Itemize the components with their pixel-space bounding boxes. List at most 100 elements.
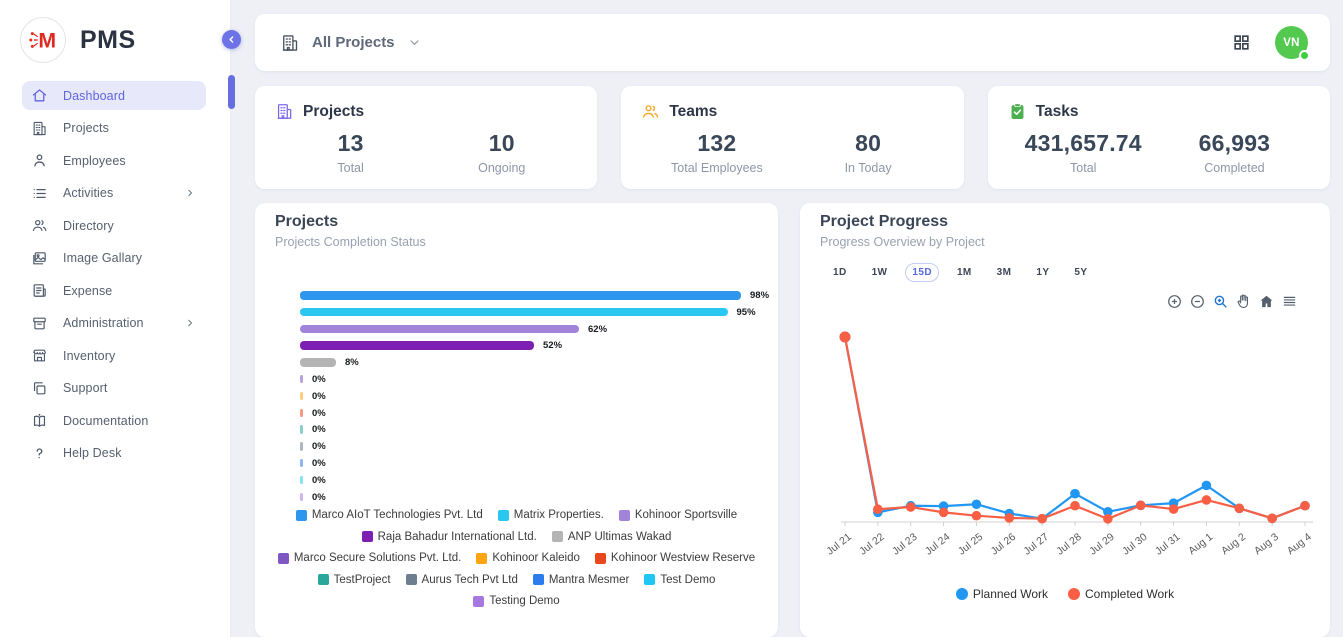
sidebar-item-inventory[interactable]: Inventory (22, 341, 206, 370)
apps-grid-button[interactable] (1232, 33, 1251, 52)
stat-metric-total: 13 Total (275, 130, 426, 175)
data-point (1234, 503, 1245, 514)
legend-item-anp-ultimas-wakad[interactable]: ANP Ultimas Wakad (551, 531, 671, 543)
sidebar-item-projects[interactable]: Projects (22, 114, 206, 143)
metric-label: Total Employees (671, 161, 763, 175)
bar-row: 0% (300, 405, 776, 422)
legend-label: Mantra Mesmer (548, 573, 630, 586)
legend-item-testing-demo[interactable]: Testing Demo (473, 595, 560, 607)
legend-label: Testing Demo (489, 595, 560, 607)
zoom-out-icon[interactable] (1189, 293, 1206, 310)
bar-raja-bahadur-international-ltd[interactable] (300, 341, 534, 350)
bar-testproject[interactable] (300, 425, 303, 434)
legend-item-marco-aiot-technologies-pvt-ltd[interactable]: Marco AIoT Technologies Pvt. Ltd (295, 509, 483, 521)
legend-item-aurus-tech-pvt-ltd[interactable]: Aurus Tech Pvt Ltd (405, 574, 518, 586)
range-tab-1m[interactable]: 1M (950, 263, 979, 282)
bar-row: 0% (300, 489, 776, 506)
range-tab-1w[interactable]: 1W (865, 263, 895, 282)
bar-row: 0% (300, 421, 776, 438)
app-logo: M PMS (0, 0, 230, 77)
menu-icon[interactable] (1281, 293, 1298, 310)
user-avatar[interactable]: VN (1275, 26, 1310, 61)
charts-row: Projects Projects Completion Status 98% 9… (255, 203, 1330, 637)
bar-test-demo[interactable] (300, 475, 303, 485)
sidebar-item-documentation[interactable]: Documentation (22, 406, 206, 435)
zoom-select-icon[interactable] (1212, 293, 1229, 310)
main-content: All Projects VN Projects 13 Total 10 Ongoing… (255, 0, 1330, 637)
bar-value-label: 0% (312, 390, 326, 402)
bar-matrix-properties[interactable] (300, 307, 728, 317)
sidebar-item-administration[interactable]: Administration (22, 309, 206, 338)
range-tab-15d[interactable]: 15D (905, 263, 939, 282)
sidebar-item-directory[interactable]: Directory (22, 211, 206, 240)
legend-item-completed-work[interactable]: Completed Work (1068, 587, 1174, 601)
sidebar-item-employees[interactable]: Employees (22, 146, 206, 175)
sidebar-item-label: Directory (63, 218, 114, 233)
metric-label: Total (1070, 161, 1097, 175)
x-axis-label: Jul 22 (857, 531, 887, 558)
range-tab-1d[interactable]: 1D (826, 263, 854, 282)
bar-kohinoor-kaleido[interactable] (300, 391, 303, 401)
sidebar-item-activities[interactable]: Activities (22, 179, 206, 208)
range-tab-1y[interactable]: 1Y (1029, 263, 1056, 282)
bar-marco-aiot-technologies-pvt-ltd[interactable] (300, 291, 741, 300)
topbar-actions: VN (1232, 26, 1310, 61)
legend-item-kohinoor-kaleido[interactable]: Kohinoor Kaleido (476, 552, 580, 564)
legend-item-kohinoor-westview-reserve[interactable]: Kohinoor Westview Reserve (594, 552, 755, 564)
bar-row: 0% (300, 371, 776, 388)
metric-value: 66,993 (1198, 130, 1271, 156)
legend-item-mantra-mesmer[interactable]: Mantra Mesmer (532, 573, 630, 586)
stat-card-header: Teams (641, 102, 943, 121)
stat-metric-completed: 66,993 Completed (1159, 130, 1310, 175)
archive-icon (31, 315, 48, 332)
stat-card-teams: Teams 132 Total Employees 80 In Today (621, 86, 964, 189)
legend-item-testproject[interactable]: TestProject (317, 574, 391, 586)
data-point (938, 507, 949, 518)
bar-kohinoor-westview-reserve[interactable] (300, 408, 303, 418)
metric-label: In Today (844, 161, 892, 175)
zoom-in-icon[interactable] (1166, 293, 1183, 310)
sidebar-collapse-button[interactable] (222, 30, 241, 49)
sidebar-item-help-desk[interactable]: Help Desk (22, 439, 206, 468)
project-scope-dropdown[interactable]: All Projects (280, 33, 422, 53)
bar-aurus-tech-pvt-ltd[interactable] (300, 442, 303, 451)
x-axis-label: Aug 3 (1252, 531, 1281, 557)
bar-marco-secure-solutions-pvt-ltd[interactable] (300, 374, 303, 384)
progress-line-chart[interactable]: Jul 21 Jul 22 Jul 23 Jul 24 Jul 25 Jul 26 Jul … (800, 313, 1330, 583)
x-axis-label: Jul 26 (989, 531, 1019, 558)
bar-kohinoor-sportsville[interactable] (300, 324, 579, 334)
sidebar-item-image-gallary[interactable]: Image Gallary (22, 244, 206, 273)
legend-swatch (955, 588, 968, 600)
legend-item-marco-secure-solutions-pvt-ltd[interactable]: Marco Secure Solutions Pvt. Ltd. (277, 552, 461, 564)
project-scope-label: All Projects (312, 34, 395, 51)
x-axis-label: Jul 29 (1087, 531, 1117, 558)
sidebar-item-dashboard[interactable]: Dashboard (22, 81, 206, 110)
legend-swatch (532, 574, 544, 585)
list-icon (31, 185, 48, 202)
bar-anp-ultimas-wakad[interactable] (300, 358, 336, 367)
sidebar-item-label: Image Gallary (63, 251, 143, 265)
home-solid-icon[interactable] (1258, 293, 1275, 310)
range-tab-5y[interactable]: 5Y (1067, 263, 1094, 282)
metric-label: Completed (1204, 161, 1265, 175)
legend-item-matrix-properties[interactable]: Matrix Properties. (497, 509, 604, 521)
sidebar-item-label: Expense (63, 283, 113, 298)
metric-value: 10 (488, 130, 515, 156)
range-tab-3m[interactable]: 3M (990, 263, 1019, 282)
data-point (1300, 500, 1310, 511)
legend-item-kohinoor-sportsville[interactable]: Kohinoor Sportsville (618, 509, 737, 521)
legend-item-raja-bahadur-international-ltd[interactable]: Raja Bahadur International Ltd. (361, 531, 537, 543)
svg-text:M: M (38, 28, 56, 52)
bar-testing-demo[interactable] (300, 492, 303, 502)
building-icon (280, 33, 300, 53)
stat-metrics: 132 Total Employees 80 In Today (641, 130, 943, 175)
legend-item-test-demo[interactable]: Test Demo (644, 574, 715, 586)
sidebar-item-support[interactable]: Support (22, 374, 206, 403)
completion-bar-chart[interactable]: 98% 95% 62% 52% 8% 0% 0% 0% 0% 0% 0% 0% 0% (300, 287, 776, 505)
bar-mantra-mesmer[interactable] (300, 458, 303, 468)
sidebar-item-expense[interactable]: Expense (22, 276, 206, 305)
legend-label: Completed Work (1085, 587, 1175, 601)
pan-icon[interactable] (1235, 293, 1252, 310)
legend-item-planned-work[interactable]: Planned Work (955, 587, 1048, 601)
metric-value: 431,657.74 (1024, 130, 1142, 156)
